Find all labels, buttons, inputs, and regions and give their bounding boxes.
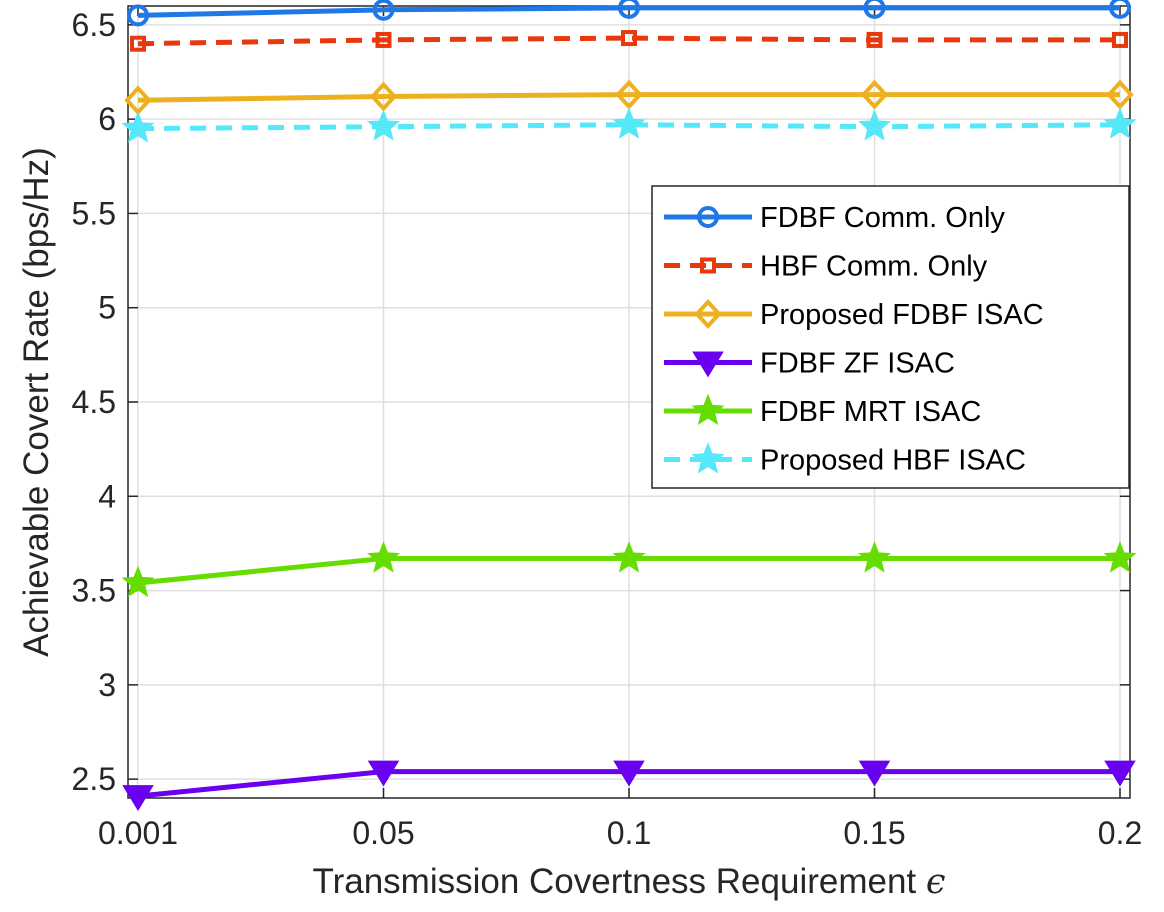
legend-label: Proposed FDBF ISAC xyxy=(760,299,1044,331)
y-tick-label: 5.5 xyxy=(72,195,116,231)
data-point: Proposed FDBF ISAC: 0.05, 6.12 xyxy=(369,81,398,112)
legend-box xyxy=(651,185,1130,489)
legend-label: FDBF ZF ISAC xyxy=(760,348,955,380)
series-4: FDBF MRT ISAC: 0.001, 3.54 FDBF MRT ISAC:… xyxy=(121,541,1137,598)
y-tick-label: 6.5 xyxy=(72,7,116,43)
x-tick-label: 0.2 xyxy=(1098,815,1142,851)
data-point: FDBF MRT ISAC: 0.05, 3.67 xyxy=(367,541,400,573)
legend-marker xyxy=(697,206,719,228)
data-point: FDBF Comm. Only: 0.15, 6.59 xyxy=(863,0,886,19)
data-point: Proposed HBF ISAC: 0.2, 5.97 xyxy=(1103,107,1137,139)
series-group: FDBF Comm. Only: 0.001, 6.55 FDBF Comm. O… xyxy=(121,0,1137,812)
data-point: FDBF ZF ISAC: 0.1, 2.54 xyxy=(613,760,645,787)
data-point: Proposed FDBF ISAC: 0.2, 6.13 xyxy=(1106,79,1134,110)
legend-label: FDBF Comm. Only xyxy=(760,202,1005,234)
data-point: HBF Comm. Only: 0.15, 6.42 xyxy=(866,31,883,48)
y-tick-label: 3.5 xyxy=(72,573,116,609)
x-tick-label: 0.05 xyxy=(352,815,414,851)
legend-marker xyxy=(691,393,725,425)
data-point: FDBF MRT ISAC: 0.001, 3.54 xyxy=(121,565,155,598)
x-axis-label: Transmission Covertness Requirement ϵ xyxy=(313,862,946,902)
data-point: HBF Comm. Only: 0.05, 6.42 xyxy=(375,31,392,48)
y-tick-label: 6 xyxy=(98,101,116,137)
data-point: FDBF MRT ISAC: 0.15, 3.67 xyxy=(858,541,891,573)
series-line xyxy=(137,122,1121,132)
legend: FDBF Comm. Only HBF Comm. Only Proposed FD… xyxy=(651,185,1130,489)
y-tick-label: 4.5 xyxy=(72,384,116,420)
axis-ticks: 0.001 0.05 0.1 0.15 0.2 2.5 3 3.5 4 4.5 5 5.5 6 6.5 xyxy=(72,6,1142,851)
legend-marker xyxy=(692,351,724,378)
series-1: HBF Comm. Only: 0.001, 6.4 HBF Comm. Only… xyxy=(130,30,1128,52)
data-point: Proposed HBF ISAC: 0.1, 5.97 xyxy=(612,107,646,139)
data-point: FDBF Comm. Only: 0.05, 6.58 xyxy=(372,0,395,21)
data-point: FDBF Comm. Only: 0.001, 6.55 xyxy=(127,4,149,27)
legend-label: Proposed HBF ISAC xyxy=(760,445,1026,477)
data-point: HBF Comm. Only: 0.2, 6.42 xyxy=(1112,31,1128,48)
x-tick-label: 0.001 xyxy=(98,815,178,851)
legend-marker xyxy=(700,257,716,274)
data-point: FDBF MRT ISAC: 0.2, 3.67 xyxy=(1103,541,1137,573)
data-point: FDBF ZF ISAC: 0.001, 2.41 xyxy=(122,785,154,812)
x-tick-label: 0.15 xyxy=(843,815,905,851)
data-point: FDBF ZF ISAC: 0.2, 2.54 xyxy=(1104,760,1136,787)
data-point: Proposed HBF ISAC: 0.05, 5.96 xyxy=(367,109,400,141)
data-point: FDBF ZF ISAC: 0.15, 2.54 xyxy=(858,760,891,787)
y-tick-label: 4 xyxy=(98,478,116,514)
x-axis-label-text: Transmission Covertness Requirement xyxy=(313,862,917,901)
y-tick-label: 5 xyxy=(98,290,116,326)
series-5: Proposed HBF ISAC: 0.001, 5.95 Proposed H… xyxy=(121,107,1137,143)
series-line xyxy=(137,35,1120,47)
x-axis-label-symbol: ϵ xyxy=(926,862,946,902)
y-tick-label: 3 xyxy=(98,667,116,703)
series-line xyxy=(137,92,1120,103)
y-axis-label: Achievable Covert Rate (bps/Hz) xyxy=(17,147,56,657)
legend-label: HBF Comm. Only xyxy=(760,251,988,283)
legend-marker xyxy=(691,442,725,474)
legend-marker xyxy=(694,299,722,329)
data-point: FDBF Comm. Only: 0.1, 6.59 xyxy=(618,0,640,19)
series-0: FDBF Comm. Only: 0.001, 6.55 FDBF Comm. O… xyxy=(127,0,1131,27)
data-point: Proposed HBF ISAC: 0.001, 5.95 xyxy=(121,111,155,143)
legend-label: FDBF MRT ISAC xyxy=(760,396,981,428)
series-2: Proposed FDBF ISAC: 0.001, 6.1Proposed F… xyxy=(124,79,1134,116)
data-point: FDBF MRT ISAC: 0.1, 3.67 xyxy=(612,541,646,573)
y-tick-label: 2.5 xyxy=(72,761,116,797)
series-line xyxy=(137,5,1120,18)
data-point: FDBF Comm. Only: 0.2, 6.59 xyxy=(1109,0,1131,19)
series-3: FDBF ZF ISAC: 0.001, 2.41 FDBF ZF ISAC: 0… xyxy=(122,760,1136,812)
data-point: Proposed HBF ISAC: 0.15, 5.96 xyxy=(858,109,891,141)
data-point: Proposed FDBF ISAC: 0.1, 6.13 xyxy=(615,79,643,110)
data-point: Proposed FDBF ISAC: 0.15, 6.13 xyxy=(860,79,889,110)
data-point: HBF Comm. Only: 0.001, 6.4 xyxy=(130,35,146,52)
x-axis-label-separator xyxy=(916,862,926,901)
data-point: FDBF ZF ISAC: 0.05, 2.54 xyxy=(367,760,400,787)
x-tick-label: 0.1 xyxy=(607,815,651,851)
data-point: HBF Comm. Only: 0.1, 6.43 xyxy=(621,30,637,47)
